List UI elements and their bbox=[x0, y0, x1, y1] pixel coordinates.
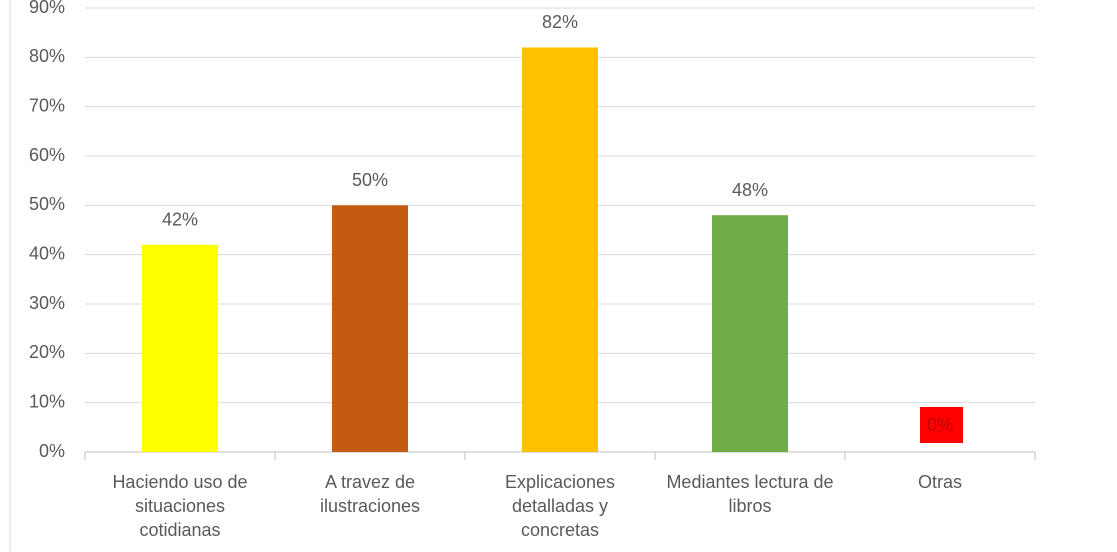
x-tick-label: Explicaciones detalladas y concretas bbox=[504, 472, 616, 540]
data-label: 82% bbox=[542, 12, 578, 32]
y-tick-label: 60% bbox=[29, 145, 65, 165]
y-tick-label: 90% bbox=[29, 0, 65, 17]
x-tick-label: Otras bbox=[917, 472, 962, 492]
y-tick-label: 10% bbox=[29, 391, 65, 411]
data-label: 42% bbox=[162, 210, 198, 230]
bar bbox=[522, 47, 598, 452]
x-tick-label: A travez de ilustraciones bbox=[319, 472, 421, 516]
y-tick-label: 30% bbox=[29, 293, 65, 313]
bar bbox=[332, 205, 408, 452]
x-tick-label: Haciendo uso de situaciones cotidianas bbox=[112, 472, 248, 540]
bar bbox=[712, 215, 788, 452]
y-tick-label: 50% bbox=[29, 194, 65, 214]
highlight-box bbox=[920, 407, 963, 443]
y-tick-label: 20% bbox=[29, 342, 65, 362]
y-tick-label: 0% bbox=[39, 441, 65, 461]
data-label: 50% bbox=[352, 170, 388, 190]
bar bbox=[142, 244, 218, 452]
y-tick-label: 80% bbox=[29, 46, 65, 66]
x-tick-label: Mediantes lectura de libros bbox=[666, 472, 834, 516]
data-label: 48% bbox=[732, 180, 768, 200]
y-tick-label: 70% bbox=[29, 95, 65, 115]
y-tick-label: 40% bbox=[29, 243, 65, 263]
data-label: 0% bbox=[927, 415, 953, 435]
